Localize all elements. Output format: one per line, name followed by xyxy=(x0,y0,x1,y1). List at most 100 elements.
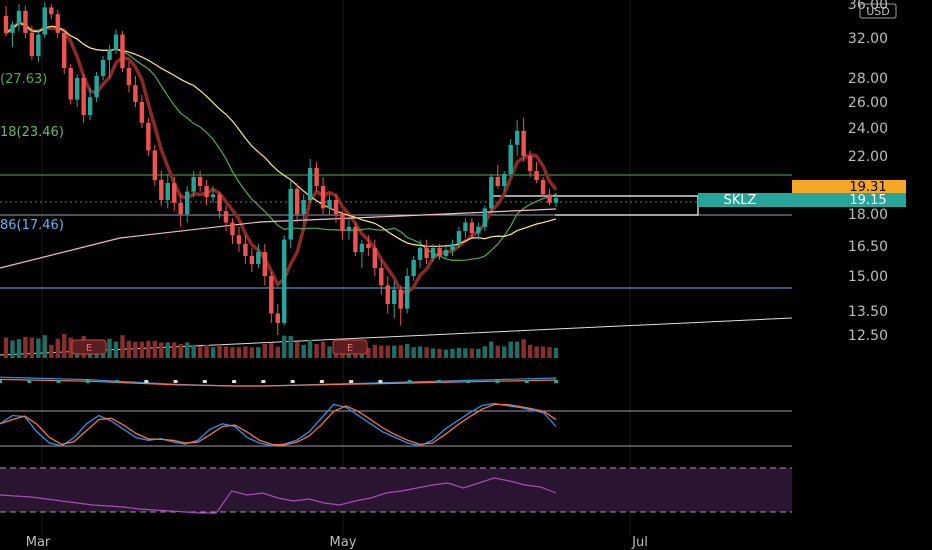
x-label-mar: Mar xyxy=(26,535,51,550)
volume-bar xyxy=(217,344,222,358)
candle-body xyxy=(450,243,455,250)
candle-body xyxy=(236,235,242,244)
volume-bar xyxy=(42,335,48,358)
candle-body xyxy=(94,76,99,98)
candle-body xyxy=(372,248,378,268)
volume-bar xyxy=(139,341,145,358)
candle-body xyxy=(23,10,28,33)
macd-histogram-bar xyxy=(407,380,412,383)
candle-body xyxy=(463,222,468,232)
horizontal-levels xyxy=(0,174,793,356)
volume-bar xyxy=(443,349,449,358)
volume-bar xyxy=(120,335,125,358)
candle-body xyxy=(398,290,403,309)
volume-bar xyxy=(172,342,177,358)
candle-body xyxy=(476,226,481,234)
macd-histogram-bar xyxy=(349,380,354,383)
candle-body xyxy=(385,285,390,304)
candle-body xyxy=(62,32,67,68)
volume-bar xyxy=(534,346,539,358)
volume-bar xyxy=(476,348,481,358)
volume-bar xyxy=(62,334,67,358)
volume-bar xyxy=(68,337,73,358)
macd-histogram-bar xyxy=(144,380,149,383)
last-price-value: 19.15 xyxy=(849,193,886,208)
earnings-marker-label: E xyxy=(86,343,92,354)
candle-body xyxy=(527,156,533,171)
candle-body xyxy=(301,200,306,214)
ma-label-3: 86(17.46) xyxy=(0,218,64,233)
candle-body xyxy=(178,202,183,214)
volume-bar xyxy=(553,348,559,358)
rsi-band xyxy=(0,468,792,512)
earnings-marker-1[interactable]: E xyxy=(71,339,107,355)
candle-body xyxy=(36,34,41,56)
candle-body xyxy=(320,186,326,209)
price-axis[interactable]: 36.00 32.00 28.00 26.00 24.00 22.00 18.00 16.50… xyxy=(798,0,932,550)
candle-body xyxy=(139,102,145,123)
volume-bar xyxy=(159,342,164,358)
volume-bar xyxy=(282,335,287,358)
candle-body xyxy=(482,208,488,227)
price-tick-label: 13.50 xyxy=(848,304,888,320)
volume-bar xyxy=(502,346,507,358)
candle-body xyxy=(159,180,164,200)
candle-body xyxy=(152,150,158,180)
volume-bar xyxy=(152,340,158,358)
rsi-line xyxy=(0,477,557,514)
earnings-marker-2[interactable]: E xyxy=(332,339,368,355)
volume-bar xyxy=(327,346,332,358)
ma-slow xyxy=(5,22,557,247)
earnings-marker-label: E xyxy=(347,343,353,354)
candle-body xyxy=(359,243,365,252)
volume-bar xyxy=(204,344,209,358)
volume-bar xyxy=(301,344,306,358)
candle-body xyxy=(256,252,261,264)
stoch-d-line xyxy=(0,403,557,446)
candle-body xyxy=(333,200,339,214)
macd-histogram-bar xyxy=(436,380,441,383)
price-tick-label: 15.00 xyxy=(848,269,888,285)
candle-body xyxy=(3,15,9,33)
candle-body xyxy=(197,177,203,186)
price-tick-label: 36.00 xyxy=(848,0,888,13)
candle-body xyxy=(307,168,313,200)
volume-bar xyxy=(3,337,9,358)
macd-histogram-bar xyxy=(554,380,558,383)
price-tick-label: 28.00 xyxy=(848,71,888,87)
macd-histogram-bar xyxy=(115,380,120,383)
volume-bar xyxy=(197,346,203,358)
macd-histogram-bar xyxy=(202,380,207,383)
candles xyxy=(3,2,559,335)
candle-body xyxy=(540,180,546,195)
candle-body xyxy=(392,290,397,304)
volume-bar xyxy=(463,348,468,358)
candle-body xyxy=(489,177,494,209)
symbol-label: SKLZ xyxy=(724,193,757,208)
volume-bar xyxy=(269,343,274,358)
candle-body xyxy=(379,268,384,286)
candle-body xyxy=(404,276,410,309)
candle-body xyxy=(340,214,345,232)
marker-price-tag: 19.31 xyxy=(792,180,906,195)
currency-badge[interactable]: USD xyxy=(859,3,897,19)
x-label-may: May xyxy=(330,535,357,550)
volume-bar xyxy=(307,340,313,358)
candle-body xyxy=(42,7,48,35)
candle-body xyxy=(230,222,235,236)
macd-histogram-bar xyxy=(378,380,383,383)
volume-bar xyxy=(36,338,41,358)
candle-body xyxy=(534,171,539,180)
currency-label: USD xyxy=(866,5,890,18)
candle-body xyxy=(120,34,125,68)
macd-histogram-bar xyxy=(232,380,237,383)
volume-bar xyxy=(437,348,442,358)
candle-body xyxy=(327,200,332,209)
macd-histogram-bar xyxy=(27,380,32,383)
volume-bar xyxy=(379,345,384,358)
volume-bar xyxy=(243,346,248,358)
price-tick-label: 26.00 xyxy=(848,95,888,111)
candle-body xyxy=(547,194,552,203)
candle-body xyxy=(210,194,216,198)
